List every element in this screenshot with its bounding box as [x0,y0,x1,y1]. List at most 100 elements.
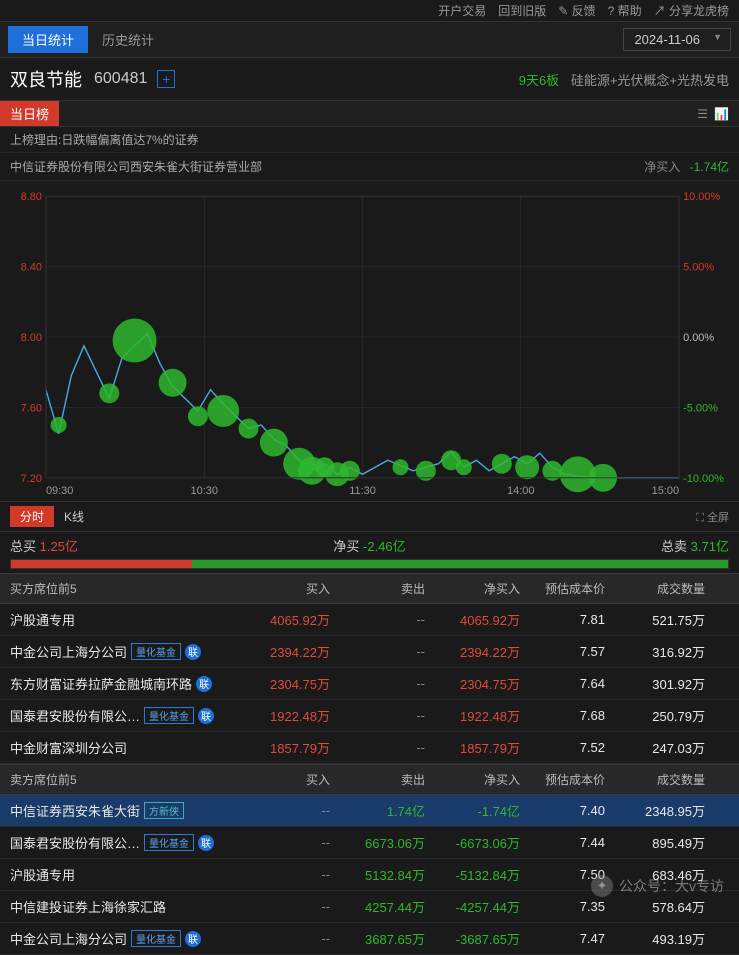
svg-text:7.20: 7.20 [21,473,42,485]
link-old-version[interactable]: 回到旧版 [498,2,546,19]
sell-cell: 6673.06万 [330,833,425,852]
sell-table: 卖方席位前5 买入 卖出 净买入 预估成本价 成交数量 中信证券西安朱雀大街方新… [0,764,739,955]
price-cell: 7.57 [520,644,605,659]
tab-kline[interactable]: K线 [54,506,94,527]
svg-text:8.00: 8.00 [21,332,42,344]
lian-icon: 联 [198,835,214,851]
broker-row: 中信证券股份有限公司西安朱雀大街证券营业部 净买入 -1.74亿 [0,153,739,181]
svg-text:7.60: 7.60 [21,402,42,414]
total-buy-label: 总买 [10,539,40,554]
sell-cell: 4257.44万 [330,897,425,916]
list-icon[interactable]: ☰ [697,107,708,121]
vol-cell: 316.92万 [605,642,705,661]
tab-minute[interactable]: 分时 [10,506,54,527]
fullscreen-button[interactable]: 全屏 [696,509,729,525]
svg-text:8.80: 8.80 [21,191,42,203]
today-badge[interactable]: 当日榜 [0,101,59,126]
tab-today[interactable]: 当日统计 [8,26,88,53]
tab-history[interactable]: 历史统计 [88,26,168,53]
table-row[interactable]: 中金财富深圳分公司 1857.79万 -- 1857.79万 7.52 247.… [0,732,739,764]
svg-text:10.00%: 10.00% [683,191,720,203]
hdr-sell: 卖出 [330,580,425,597]
lian-icon: 联 [196,676,212,692]
net-cell: 2304.75万 [425,674,520,693]
link-share[interactable]: ↗ 分享龙虎榜 [654,2,729,19]
lian-icon: 联 [185,644,201,660]
hdr-buy2: 买入 [235,771,330,788]
hdr-vol: 成交数量 [605,580,705,597]
seat-name: 国泰君安股份有限公… [10,706,140,725]
summary-bar: 总买 1.25亿 净买 -2.46亿 总卖 3.71亿 [0,532,739,573]
concepts: 硅能源+光伏概念+光热发电 [571,73,729,88]
vol-cell: 247.03万 [605,738,705,757]
watermark: ✦ 公众号：大v专访 [591,875,724,897]
svg-text:09:30: 09:30 [46,485,73,497]
chart-footer: 分时 K线 全屏 [0,501,739,532]
vol-cell: 250.79万 [605,706,705,725]
hdr-sell2: 卖出 [330,771,425,788]
broker-name: 中信证券股份有限公司西安朱雀大街证券营业部 [10,158,262,175]
days-badge: 9天6板 [519,73,559,88]
table-row[interactable]: 沪股通专用 4065.92万 -- 4065.92万 7.81 521.75万 [0,604,739,636]
stock-code: 600481 [94,70,147,88]
wechat-icon: ✦ [591,875,613,897]
quant-tag: 量化基金 [144,834,194,851]
hdr-net: 净买入 [425,580,520,597]
price-cell: 7.44 [520,835,605,850]
link-help[interactable]: ? 帮助 [608,2,642,19]
hdr-net2: 净买入 [425,771,520,788]
lian-icon: 联 [198,708,214,724]
hdr-buy: 买入 [235,580,330,597]
sell-cell: 3687.65万 [330,929,425,948]
sell-cell: -- [330,676,425,691]
price-cell: 7.81 [520,612,605,627]
buy-cell: 1857.79万 [235,738,330,757]
sell-cell: -- [330,708,425,723]
svg-text:15:00: 15:00 [652,485,679,497]
chart-icon[interactable]: 📊 [714,107,729,121]
listing-reason: 上榜理由:日跌幅偏离值达7%的证券 [0,127,739,153]
date-picker[interactable]: 2024-11-06 [623,28,731,51]
vol-cell: 578.64万 [605,897,705,916]
price-cell: 7.47 [520,931,605,946]
link-open-account[interactable]: 开户交易 [438,2,486,19]
total-buy-val: 1.25亿 [40,539,78,554]
buy-cell: -- [235,803,330,818]
net-cell: 1857.79万 [425,738,520,757]
svg-text:5.00%: 5.00% [683,262,714,274]
net-cell: -1.74亿 [425,801,520,820]
seat-name: 中金财富深圳分公司 [10,738,127,757]
seat-name: 中金公司上海分公司 [10,642,127,661]
add-watchlist-button[interactable]: + [157,70,175,88]
hdr-sell-side: 卖方席位前5 [10,771,235,788]
sell-cell: 5132.84万 [330,865,425,884]
net-buy-sum-val: -2.46亿 [363,539,406,554]
link-feedback[interactable]: ✎ 反馈 [558,2,595,19]
sell-cell: -- [330,740,425,755]
table-row[interactable]: 中金公司上海分公司量化基金联 -- 3687.65万 -3687.65万 7.4… [0,923,739,955]
sell-cell: 1.74亿 [330,801,425,820]
table-row[interactable]: 国泰君安股份有限公…量化基金联 1922.48万 -- 1922.48万 7.6… [0,700,739,732]
buy-cell: 2394.22万 [235,642,330,661]
sell-table-header: 卖方席位前5 买入 卖出 净买入 预估成本价 成交数量 [0,764,739,795]
table-row[interactable]: 中金公司上海分公司量化基金联 2394.22万 -- 2394.22万 7.57… [0,636,739,668]
svg-text:10:30: 10:30 [191,485,218,497]
table-row[interactable]: 东方财富证券拉萨金融城南环路联 2304.75万 -- 2304.75万 7.6… [0,668,739,700]
quant-tag: 量化基金 [131,930,181,947]
vol-cell: 493.19万 [605,929,705,948]
table-row[interactable]: 中信证券西安朱雀大街方新侠 -- 1.74亿 -1.74亿 7.40 2348.… [0,795,739,827]
vol-cell: 521.75万 [605,610,705,629]
sell-cell: -- [330,644,425,659]
seat-name: 东方财富证券拉萨金融城南环路 [10,674,192,693]
table-row[interactable]: 国泰君安股份有限公…量化基金联 -- 6673.06万 -6673.06万 7.… [0,827,739,859]
seat-name: 国泰君安股份有限公… [10,833,140,852]
svg-text:8.40: 8.40 [21,262,42,274]
net-cell: 4065.92万 [425,610,520,629]
net-buy-value: -1.74亿 [690,160,729,174]
net-cell: -4257.44万 [425,897,520,916]
hdr-buy-side: 买方席位前5 [10,580,235,597]
top-links: 开户交易 回到旧版 ✎ 反馈 ? 帮助 ↗ 分享龙虎榜 [0,0,739,22]
buy-table: 买方席位前5 买入 卖出 净买入 预估成本价 成交数量 沪股通专用 4065.9… [0,573,739,764]
svg-text:11:30: 11:30 [349,485,376,497]
stock-name: 双良节能 [10,66,82,92]
